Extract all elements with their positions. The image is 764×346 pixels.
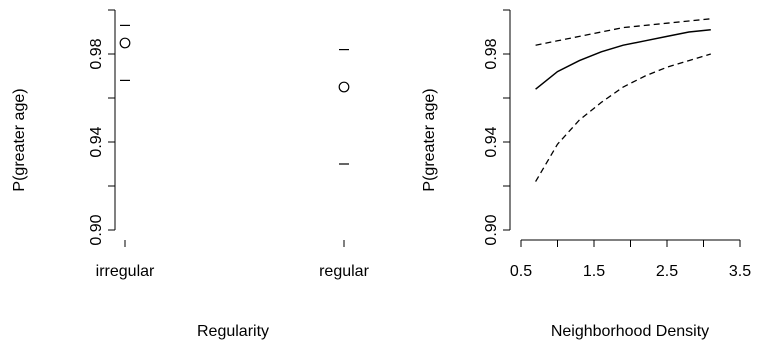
left-y-tick-label: 0.90: [88, 214, 105, 245]
left-x-tick-label: regular: [319, 263, 369, 280]
left-x-tick-label: irregular: [96, 263, 155, 280]
left-x-axis-label: Regularity: [197, 323, 269, 340]
left-y-tick-label: 0.94: [88, 126, 105, 157]
data-point: [338, 81, 350, 93]
right-y-tick-label: 0.98: [483, 38, 500, 69]
right-x-tick-label: 1.5: [583, 263, 605, 280]
density-panel: 0.90 0.94 0.98 0.5 1.5 2.5 3.5 P(greater age)…: [421, 9, 751, 340]
fitted-line: [535, 29, 711, 90]
left-x-ticks: irregular regular: [96, 240, 370, 280]
right-x-tick-label: 2.5: [656, 263, 678, 280]
right-x-ticks: 0.5 1.5 2.5 3.5: [510, 240, 751, 280]
right-y-tick-label: 0.90: [483, 214, 500, 245]
right-x-tick-label: 0.5: [510, 263, 532, 280]
confidence-band-line: [535, 18, 711, 46]
left-marks: [119, 24, 350, 165]
right-y-tick-label: 0.94: [483, 126, 500, 157]
right-y-ticks: 0.90 0.94 0.98: [483, 9, 510, 246]
left-y-tick-label: 0.98: [88, 38, 105, 69]
confidence-band-line: [535, 53, 711, 182]
left-y-axis-label: P(greater age): [11, 88, 28, 191]
left-y-ticks: 0.90 0.94 0.98: [88, 9, 115, 246]
right-x-axis-label: Neighborhood Density: [551, 323, 709, 340]
right-y-axis-label: P(greater age): [421, 88, 438, 191]
data-point: [119, 37, 131, 49]
regularity-panel: 0.90 0.94 0.98 irregular regular P(greater …: [11, 9, 370, 340]
right-marks: [535, 18, 711, 182]
right-x-tick-label: 3.5: [729, 263, 751, 280]
